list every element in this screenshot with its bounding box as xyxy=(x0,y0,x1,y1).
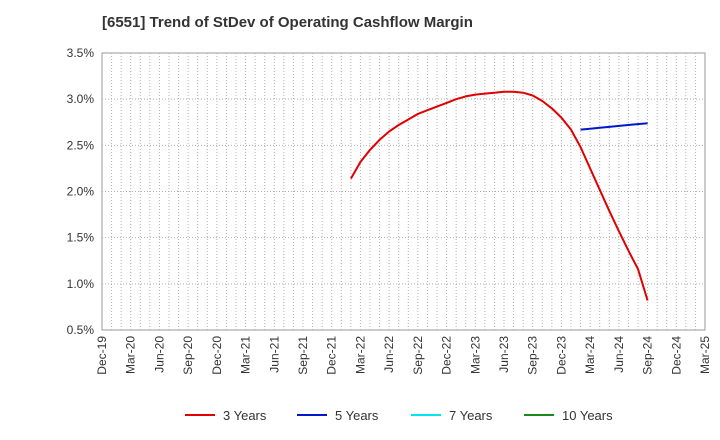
x-tick-label: Jun-21 xyxy=(267,336,281,373)
x-tick-label: Sep-20 xyxy=(181,336,195,375)
x-tick-label: Mar-20 xyxy=(124,336,138,374)
x-tick-label: Dec-24 xyxy=(669,336,683,375)
x-tick-label: Jun-23 xyxy=(497,336,511,373)
x-tick-label: Mar-22 xyxy=(353,336,367,374)
x-tick-label: Dec-19 xyxy=(95,336,109,375)
y-tick-label: 2.5% xyxy=(67,138,95,152)
legend-label: 5 Years xyxy=(335,408,379,423)
y-tick-label: 1.5% xyxy=(67,231,95,245)
x-tick-label: Sep-21 xyxy=(296,336,310,375)
x-tick-label: Dec-20 xyxy=(210,336,224,375)
legend: 3 Years 5 Years 7 Years 10 Years xyxy=(185,408,613,423)
legend-label: 3 Years xyxy=(223,408,267,423)
series-lines xyxy=(350,90,649,301)
y-tick-label: 0.5% xyxy=(67,323,95,337)
x-tick-label: Sep-23 xyxy=(526,336,540,375)
x-tick-label: Mar-21 xyxy=(239,336,253,374)
x-tick-label: Dec-23 xyxy=(554,336,568,375)
x-axis-ticks: Dec-19 Mar-20 Jun-20 Sep-20 Dec-20 Mar-21 Jun-… xyxy=(95,336,712,375)
x-tick-label: Mar-25 xyxy=(698,336,712,374)
y-tick-label: 3.5% xyxy=(67,46,95,60)
y-tick-label: 2.0% xyxy=(67,185,95,199)
chart-title: [6551] Trend of StDev of Operating Cashf… xyxy=(102,14,473,31)
grid xyxy=(102,53,705,330)
plot-area xyxy=(101,52,706,331)
legend-label: 10 Years xyxy=(562,408,613,423)
x-tick-label: Dec-21 xyxy=(325,336,339,375)
x-tick-label: Jun-20 xyxy=(152,336,166,373)
x-tick-label: Sep-22 xyxy=(411,336,425,375)
x-tick-label: Jun-24 xyxy=(612,336,626,373)
series-line-5-years xyxy=(580,122,648,131)
x-tick-label: Dec-22 xyxy=(440,336,454,375)
x-tick-label: Mar-23 xyxy=(468,336,482,374)
y-tick-label: 3.0% xyxy=(67,92,95,106)
series-line-3-years xyxy=(350,90,649,301)
x-tick-label: Sep-24 xyxy=(641,336,655,375)
x-tick-label: Mar-24 xyxy=(583,336,597,374)
y-tick-label: 1.0% xyxy=(67,277,95,291)
legend-label: 7 Years xyxy=(449,408,493,423)
x-tick-label: Jun-22 xyxy=(382,336,396,373)
y-axis-ticks: 0.5% 1.0% 1.5% 2.0% 2.5% 3.0% 3.5% xyxy=(67,46,95,337)
